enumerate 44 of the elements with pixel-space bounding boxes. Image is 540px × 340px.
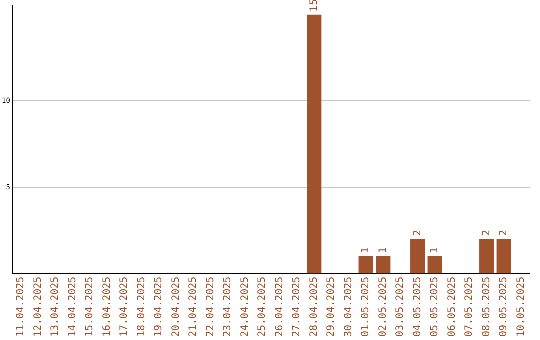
data-label: 2 <box>498 230 510 236</box>
data-label: 1 <box>430 247 441 254</box>
x-tick-label: 12.04.2025 <box>32 276 44 338</box>
x-tick-label: 03.05.2025 <box>395 276 406 338</box>
data-label: 2 <box>412 230 424 236</box>
bar <box>358 256 374 274</box>
bar <box>410 239 426 274</box>
bar <box>376 256 391 274</box>
x-tick-label: 13.04.2025 <box>50 276 62 338</box>
x-tick-label: 01.05.2025 <box>360 276 372 338</box>
x-tick-label: 25.04.2025 <box>257 276 268 338</box>
data-label: 15 <box>308 0 320 12</box>
x-tick-label: 17.04.2025 <box>119 276 130 338</box>
x-tick-label: 30.04.2025 <box>343 276 354 338</box>
x-tick-label: 18.04.2025 <box>136 276 148 338</box>
data-label: 1 <box>360 247 372 254</box>
data-label: 1 <box>378 247 389 254</box>
x-tick-label: 06.05.2025 <box>446 276 458 338</box>
x-tick-label: 08.05.2025 <box>481 276 492 338</box>
x-tick-label: 26.04.2025 <box>274 276 286 338</box>
x-tick-label: 04.05.2025 <box>412 276 424 338</box>
x-tick-label: 02.05.2025 <box>378 276 389 338</box>
bar <box>496 239 512 274</box>
data-label: 2 <box>481 230 492 236</box>
bar <box>307 14 322 274</box>
x-tick-label: 11.04.2025 <box>16 276 27 338</box>
bar <box>428 256 442 274</box>
x-tick-label: 27.04.2025 <box>292 276 303 338</box>
x-tick-label: 15.04.2025 <box>84 276 96 338</box>
bar <box>480 239 494 274</box>
x-tick-label: 05.05.2025 <box>430 276 441 338</box>
x-tick-label: 23.04.2025 <box>222 276 234 338</box>
x-tick-label: 07.05.2025 <box>464 276 476 338</box>
x-tick-label: 20.04.2025 <box>170 276 182 338</box>
x-tick-label: 14.04.2025 <box>67 276 78 338</box>
x-tick-label: 28.04.2025 <box>308 276 320 338</box>
x-tick-label: 24.04.2025 <box>240 276 251 338</box>
x-tick-label: 10.05.2025 <box>516 276 527 338</box>
x-tick-label: 21.04.2025 <box>188 276 200 338</box>
x-tick-label: 16.04.2025 <box>102 276 113 338</box>
x-tick-label: 29.04.2025 <box>326 276 338 338</box>
x-tick-label: 19.04.2025 <box>154 276 165 338</box>
x-tick-label: 09.05.2025 <box>498 276 510 338</box>
x-tick-label: 22.04.2025 <box>205 276 216 338</box>
